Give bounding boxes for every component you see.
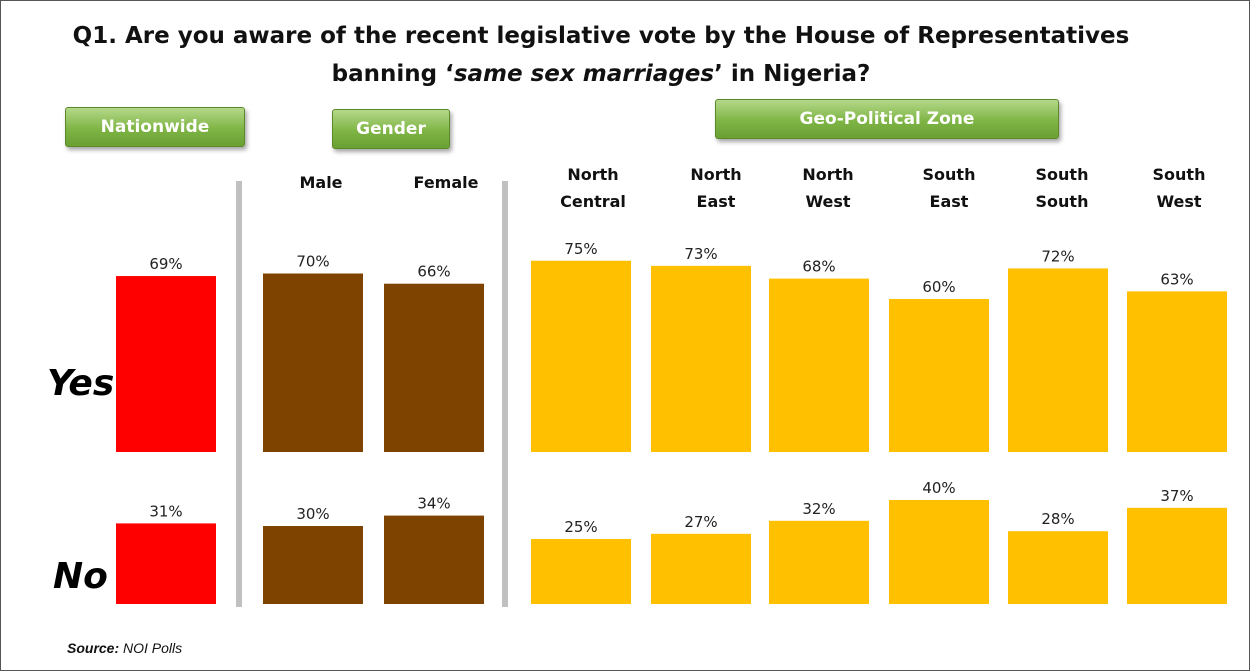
column-header-south-east-line2: East	[929, 192, 969, 211]
bar-no-north-east	[651, 533, 751, 604]
bar-no-north-west	[769, 520, 869, 604]
data-label-no-south-west: 37%	[1160, 487, 1193, 505]
column-header-south-east-line1: South	[922, 165, 976, 184]
data-label-yes-female: 66%	[417, 263, 450, 281]
data-label-no-north-east: 27%	[684, 513, 717, 531]
data-label-no-female: 34%	[417, 495, 450, 513]
data-label-yes-north-central: 75%	[564, 240, 597, 258]
column-header-north-central-line2: Central	[560, 192, 626, 211]
row-label-yes: Yes	[47, 363, 115, 404]
title-line-2-end: ’ in Nigeria?	[714, 61, 871, 87]
bar-yes-north-east	[651, 265, 751, 452]
chart-title-line-2: banning ‘same sex marriages’ in Nigeria?	[1, 61, 1201, 87]
bar-yes-nationwide	[116, 276, 216, 452]
column-header-south-east: South East	[894, 161, 1004, 215]
data-label-yes-male: 70%	[296, 253, 329, 271]
column-header-south-west: South West	[1124, 161, 1234, 215]
column-header-south-south: South South	[1007, 161, 1117, 215]
data-label-yes-south-west: 63%	[1160, 270, 1193, 288]
column-header-female-line1: Female	[413, 173, 479, 192]
data-label-no-north-west: 32%	[802, 500, 835, 518]
data-label-no-south-south: 28%	[1041, 510, 1074, 528]
data-label-no-nationwide: 31%	[149, 502, 182, 520]
group-label-gender: Gender	[332, 109, 450, 149]
column-header-north-west-line1: North	[802, 165, 854, 184]
bar-no-north-central	[531, 539, 631, 604]
source-note: Source: NOI Polls	[67, 640, 182, 656]
data-label-no-south-east: 40%	[922, 479, 955, 497]
column-header-north-central-line1: North	[567, 165, 619, 184]
data-label-no-north-central: 25%	[564, 518, 597, 536]
group-label-geo-political-zone: Geo-Political Zone	[715, 99, 1059, 139]
bar-no-south-east	[889, 500, 989, 604]
source-label: Source:	[67, 640, 120, 656]
column-header-north-east-line1: North	[690, 165, 742, 184]
row-label-no: No	[53, 556, 108, 597]
bar-yes-south-south	[1008, 268, 1108, 452]
bar-no-south-south	[1008, 531, 1108, 604]
bar-yes-male	[263, 273, 363, 452]
bar-no-male	[263, 526, 363, 604]
bar-yes-south-west	[1127, 291, 1227, 452]
column-header-female: Female	[391, 169, 501, 196]
column-header-north-east-line2: East	[696, 192, 736, 211]
bar-yes-north-west	[769, 278, 869, 452]
group-label-nationwide: Nationwide	[65, 107, 245, 147]
title-line-2-emphasis: same sex marriages	[453, 61, 715, 87]
data-label-yes-north-east: 73%	[684, 245, 717, 263]
bar-yes-female	[384, 283, 484, 452]
column-header-south-west-line1: South	[1152, 165, 1206, 184]
group-separator-2	[502, 181, 508, 607]
column-header-south-south-line1: South	[1035, 165, 1089, 184]
data-label-yes-north-west: 68%	[802, 258, 835, 276]
source-value: NOI Polls	[123, 640, 183, 656]
bar-no-female	[384, 515, 484, 604]
column-header-north-west-line2: West	[805, 192, 851, 211]
column-header-north-east: North East	[661, 161, 771, 215]
title-line-2-start: banning ‘	[331, 61, 454, 87]
bar-yes-south-east	[889, 299, 989, 452]
bar-no-nationwide	[116, 523, 216, 604]
column-header-north-west: North West	[773, 161, 883, 215]
bar-yes-north-central	[531, 260, 631, 452]
bar-no-south-west	[1127, 507, 1227, 604]
data-label-yes-nationwide: 69%	[149, 255, 182, 273]
chart-title-line-1: Q1. Are you aware of the recent legislat…	[72, 23, 1130, 49]
column-header-north-central: North Central	[538, 161, 648, 215]
column-header-south-west-line2: West	[1156, 192, 1202, 211]
data-label-yes-south-east: 60%	[922, 278, 955, 296]
data-label-no-male: 30%	[296, 505, 329, 523]
column-header-south-south-line2: South	[1035, 192, 1089, 211]
column-header-male-line1: Male	[299, 173, 343, 192]
data-label-yes-south-south: 72%	[1041, 247, 1074, 265]
column-header-male: Male	[266, 169, 376, 196]
group-separator-1	[236, 181, 242, 607]
